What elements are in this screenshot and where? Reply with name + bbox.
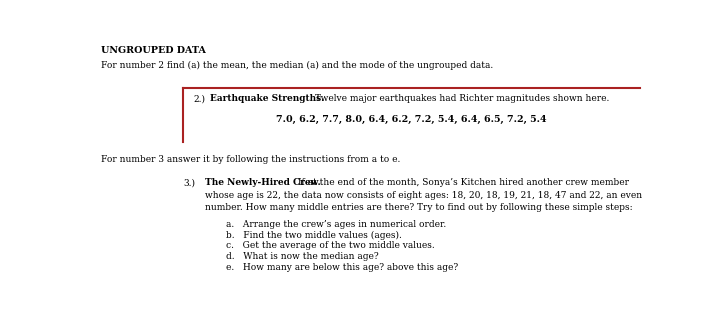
Text: Twelve major earthquakes had Richter magnitudes shown here.: Twelve major earthquakes had Richter mag… — [315, 94, 609, 103]
Text: e.   How many are below this age? above this age?: e. How many are below this age? above th… — [226, 263, 457, 272]
Text: For number 2 find (a) the mean, the median (a) and the mode of the ungrouped dat: For number 2 find (a) the mean, the medi… — [101, 61, 493, 70]
Text: number. How many middle entries are there? Try to find out by following these si: number. How many middle entries are ther… — [205, 203, 632, 212]
Text: d.   What is now the median age?: d. What is now the median age? — [226, 252, 378, 261]
Text: For number 3 answer it by following the instructions from a to e.: For number 3 answer it by following the … — [101, 155, 400, 164]
Text: 7.0, 6.2, 7.7, 8.0, 6.4, 6.2, 7.2, 5.4, 6.4, 6.5, 7.2, 5.4: 7.0, 6.2, 7.7, 8.0, 6.4, 6.2, 7.2, 5.4, … — [276, 115, 547, 124]
Text: UNGROUPED DATA: UNGROUPED DATA — [101, 46, 206, 55]
Text: b.   Find the two middle values (ages).: b. Find the two middle values (ages). — [226, 230, 401, 240]
Text: 2.): 2.) — [193, 94, 205, 103]
Text: a.   Arrange the crew’s ages in numerical order.: a. Arrange the crew’s ages in numerical … — [226, 220, 446, 229]
Text: Earthquake Strengths.: Earthquake Strengths. — [210, 94, 324, 103]
Text: 3.): 3.) — [183, 178, 195, 187]
Text: If at the end of the month, Sonya’s Kitchen hired another crew member: If at the end of the month, Sonya’s Kitc… — [296, 178, 629, 187]
Text: c.   Get the average of the two middle values.: c. Get the average of the two middle val… — [226, 241, 434, 250]
Text: The Newly-Hired Crew.: The Newly-Hired Crew. — [205, 178, 321, 187]
Text: whose age is 22, the data now consists of eight ages: 18, 20, 18, 19, 21, 18, 47: whose age is 22, the data now consists o… — [205, 191, 641, 199]
